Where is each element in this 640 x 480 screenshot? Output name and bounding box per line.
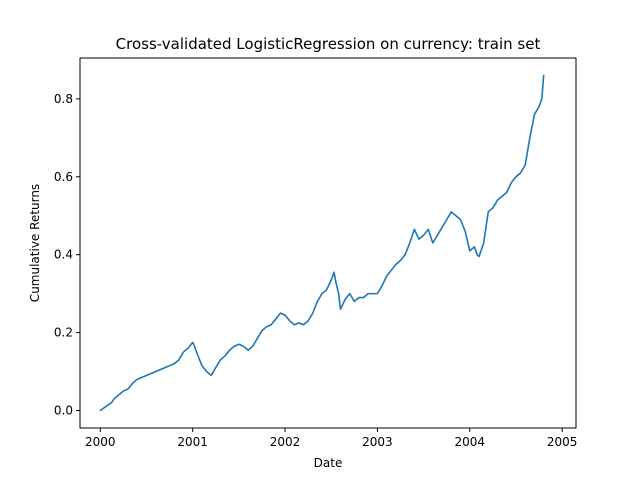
- x-axis-label: Date: [314, 456, 343, 470]
- y-tick-label: 0.0: [54, 403, 73, 417]
- x-tick-label: 2004: [455, 435, 486, 449]
- y-tick-label: 0.8: [54, 92, 73, 106]
- tick-layer: 2000 2001 2002 2003 2004 2005 0.0 0.2 0.4 0.6 0.8: [54, 92, 578, 449]
- series-layer: [99, 74, 545, 412]
- y-tick-label: 0.4: [54, 248, 73, 262]
- chart-title: Cross-validated LogisticRegression on cu…: [116, 35, 541, 53]
- x-tick-label: 2001: [177, 435, 208, 449]
- plot-frame: [79, 57, 577, 429]
- y-axis-label: Cumulative Returns: [28, 184, 42, 302]
- cumulative-returns-line: [99, 74, 545, 412]
- y-tick-label: 0.2: [54, 326, 73, 340]
- x-tick-label: 2000: [85, 435, 116, 449]
- y-tick-label: 0.6: [54, 170, 73, 184]
- x-tick-label: 2002: [270, 435, 301, 449]
- x-tick-label: 2005: [547, 435, 578, 449]
- x-tick-label: 2003: [362, 435, 393, 449]
